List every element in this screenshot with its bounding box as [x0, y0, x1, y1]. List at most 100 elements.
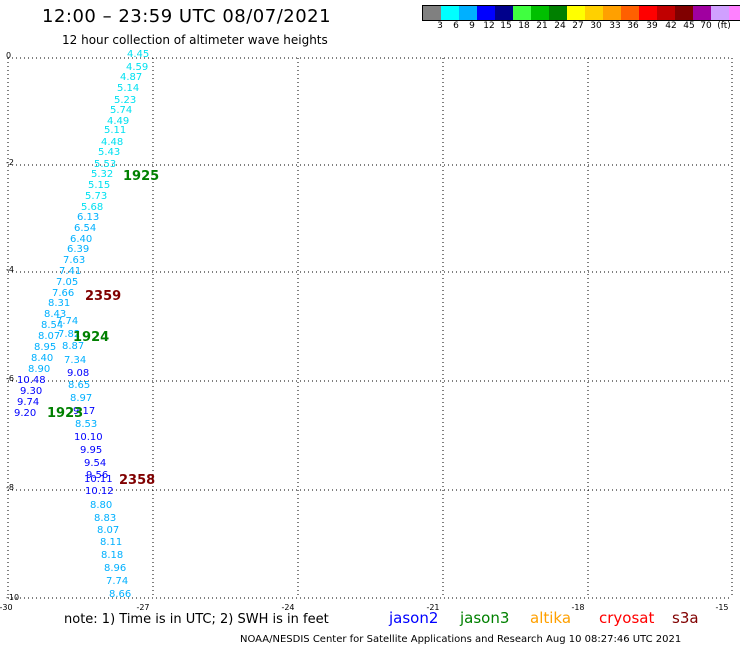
longitude-tick: -24	[281, 603, 294, 612]
swh-value: 9.95	[80, 445, 102, 456]
legend-label: 39	[646, 21, 658, 31]
satellite-name: jason2	[389, 609, 439, 627]
latitude-tick-labels: 0 -2 -4 -6 -8 -10	[6, 51, 19, 602]
legend-label: 27	[572, 21, 584, 31]
swh-value: 4.59	[126, 62, 148, 73]
swh-value: 4.48	[101, 137, 123, 148]
swh-value: 9.20	[14, 408, 36, 419]
legend-label: 42	[665, 21, 677, 31]
swh-value: 8.07	[97, 525, 119, 536]
legend-swatch	[585, 6, 603, 20]
swh-value: 5.53	[94, 159, 116, 170]
pass-time-label: 2358	[119, 473, 155, 488]
satellite-name: jason3	[460, 609, 510, 627]
legend-swatch	[459, 6, 477, 20]
map-title: 12:00 – 23:59 UTC 08/07/2021	[42, 6, 332, 27]
legend-label: 45	[683, 21, 695, 31]
legend-swatch	[495, 6, 513, 20]
swh-value: 10.11	[84, 474, 113, 485]
pass-time-label: 1924	[73, 330, 109, 345]
legend-swatch	[441, 6, 459, 20]
latitude-tick: -4	[6, 265, 14, 274]
legend-swatch	[513, 6, 531, 20]
pass-time-label: 1925	[123, 169, 159, 184]
swh-value: 5.74	[110, 105, 132, 116]
legend-swatch	[603, 6, 621, 20]
satellite-name: altika	[530, 609, 572, 627]
longitude-tick: -15	[715, 603, 728, 612]
latitude-tick: -8	[6, 483, 14, 492]
swh-value: 8.43	[44, 309, 66, 320]
swh-value: 6.13	[77, 212, 99, 223]
swh-value: 8.54	[41, 320, 63, 331]
swh-value: 7.74	[56, 316, 78, 327]
swh-value: 9.08	[67, 368, 89, 379]
swh-value: 8.11	[100, 537, 122, 548]
swh-value: 9.56	[86, 470, 108, 481]
color-legend-bar	[422, 5, 740, 21]
credit-line: NOAA/NESDIS Center for Satellite Applica…	[240, 634, 682, 645]
longitude-tick-labels: -30 -27 -24 -21 -18 -15	[0, 603, 729, 612]
longitude-tick: -30	[0, 603, 13, 612]
swh-value: 7.34	[64, 355, 86, 366]
legend-swatch	[567, 6, 585, 20]
swh-value: 9.74	[17, 397, 39, 408]
latitude-tick: -6	[6, 374, 14, 383]
swh-value: 8.65	[68, 380, 90, 391]
swh-value: 7.66	[52, 288, 74, 299]
pass-time-label: 1923	[47, 406, 83, 421]
swh-value: 8.90	[28, 364, 50, 375]
swh-value: 8.80	[90, 500, 112, 511]
legend-label: 3	[437, 21, 443, 31]
swh-value: 9.54	[84, 458, 106, 469]
latitude-tick: 0	[6, 51, 11, 60]
footer-note: note: 1) Time is in UTC; 2) SWH is in fe…	[64, 612, 329, 627]
longitude-tick: -18	[571, 603, 584, 612]
longitude-tick: -21	[426, 603, 439, 612]
map-subtitle: 12 hour collection of altimeter wave hei…	[62, 33, 328, 47]
swh-value: 6.54	[74, 223, 96, 234]
wave-height-map: -30 -27 -24 -21 -18 -15 0 -2 -4 -6 -8 -10 4.45 4.59…	[0, 49, 733, 612]
legend-label: 12	[483, 21, 495, 31]
swh-value: 8.18	[101, 550, 123, 561]
legend-label: 18	[518, 21, 530, 31]
swh-value: 8.07	[38, 331, 60, 342]
swh-value: 5.15	[88, 180, 110, 191]
legend-swatch	[549, 6, 567, 20]
latitude-tick: -2	[6, 158, 14, 167]
map-grid	[7, 57, 733, 599]
swh-value: 8.95	[34, 342, 56, 353]
swh-value: 4.49	[107, 116, 129, 127]
legend-label: (ft)	[717, 21, 731, 31]
pass-time-labels: 1925 2359 1924 1923 2358	[47, 169, 159, 488]
swh-value: 5.11	[104, 125, 126, 136]
pass-time-label: 2359	[85, 289, 121, 304]
legend-swatch	[675, 6, 693, 20]
legend-label: 70	[700, 21, 712, 31]
swh-value: 7.63	[63, 255, 85, 266]
legend-swatch	[477, 6, 495, 20]
legend-label: 21	[536, 21, 548, 31]
swh-value: 10.48	[17, 375, 46, 386]
swh-value: 5.73	[85, 191, 107, 202]
swh-value: 4.45	[127, 49, 149, 60]
legend-swatch	[621, 6, 639, 20]
swh-value: 5.68	[81, 202, 103, 213]
swh-value: 7.74	[106, 576, 128, 587]
swh-value: 10.12	[85, 486, 114, 497]
swh-value: 8.53	[75, 419, 97, 430]
swh-value: 6.39	[67, 244, 89, 255]
legend-label: 24	[554, 21, 566, 31]
satellite-name: cryosat	[599, 609, 655, 627]
legend-label: 9	[469, 21, 475, 31]
swh-value: 8.96	[104, 563, 126, 574]
legend-swatch	[423, 6, 441, 20]
legend-swatch	[531, 6, 549, 20]
legend-swatch	[657, 6, 675, 20]
legend-swatch	[639, 6, 657, 20]
swh-value: 8.66	[109, 589, 131, 600]
legend-swatch	[711, 6, 729, 20]
swh-value: 5.43	[98, 147, 120, 158]
swh-value: 8.87	[62, 341, 84, 352]
